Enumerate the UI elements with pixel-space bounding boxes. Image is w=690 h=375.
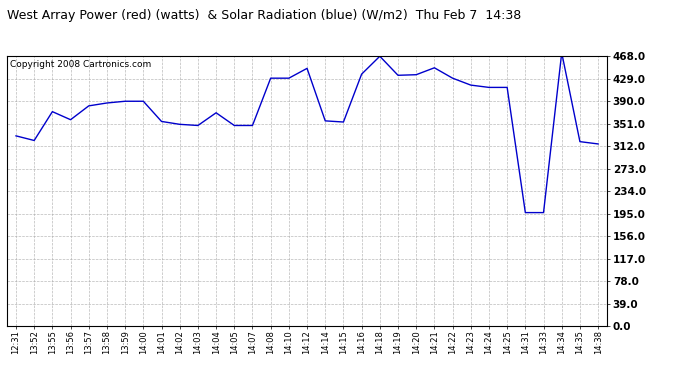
Text: West Array Power (red) (watts)  & Solar Radiation (blue) (W/m2)  Thu Feb 7  14:3: West Array Power (red) (watts) & Solar R…: [7, 9, 521, 22]
Text: Copyright 2008 Cartronics.com: Copyright 2008 Cartronics.com: [10, 60, 151, 69]
